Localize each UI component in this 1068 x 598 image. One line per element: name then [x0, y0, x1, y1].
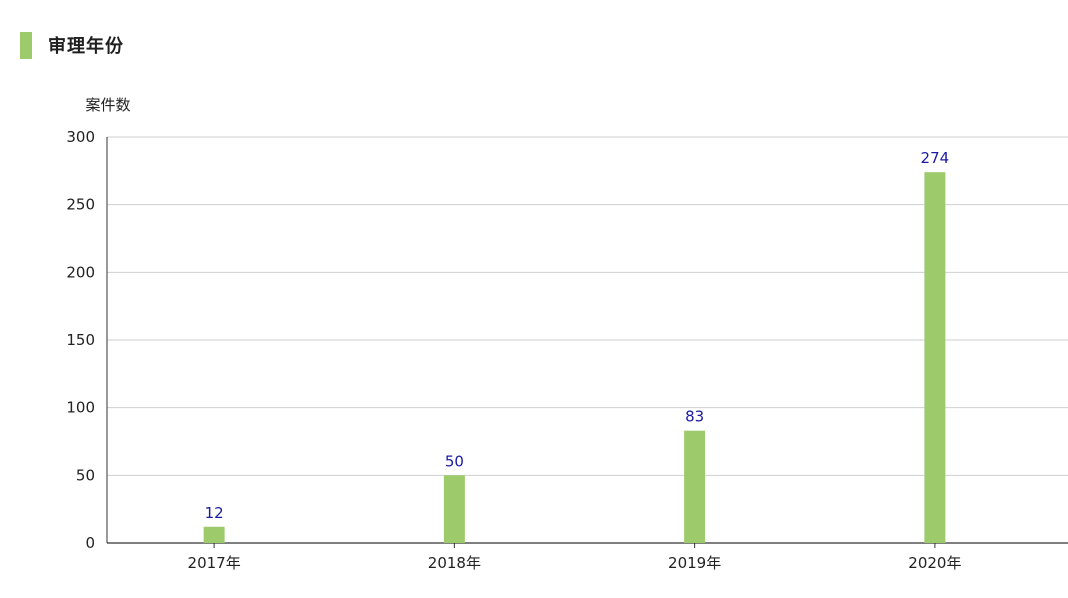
data-label: 83: [685, 408, 704, 426]
x-tick-label: 2020年: [908, 554, 961, 572]
data-labels: 12 50 83 274: [205, 149, 950, 522]
y-tick-label: 250: [66, 196, 95, 214]
data-label: 274: [921, 149, 950, 167]
grid-lines: [107, 136, 1068, 476]
data-label: 12: [205, 504, 224, 522]
bar: [203, 526, 225, 543]
data-label: 50: [445, 452, 464, 470]
bar: [443, 475, 465, 543]
y-tick-label: 300: [66, 128, 95, 146]
x-tick-labels: 2017年 2018年 2019年 2020年: [188, 543, 961, 572]
section-header: 审理年份: [20, 31, 124, 59]
y-tick-labels: 0 50 100 150 200 250 300: [66, 128, 95, 552]
y-tick-label: 50: [76, 466, 95, 484]
bars: [203, 172, 946, 544]
section-title: 审理年份: [48, 36, 124, 57]
x-tick-label: 2019年: [668, 554, 721, 572]
x-tick-label: 2018年: [428, 554, 481, 572]
axes: [106, 137, 1068, 544]
x-tick-label: 2017年: [188, 554, 241, 572]
bar: [924, 172, 946, 544]
y-tick-label: 150: [66, 331, 95, 349]
section-marker: [20, 31, 32, 59]
y-axis-label: 案件数: [85, 96, 130, 114]
y-tick-label: 200: [66, 263, 95, 281]
y-tick-label: 0: [85, 534, 95, 552]
y-tick-label: 100: [66, 399, 95, 417]
bar: [684, 430, 706, 543]
